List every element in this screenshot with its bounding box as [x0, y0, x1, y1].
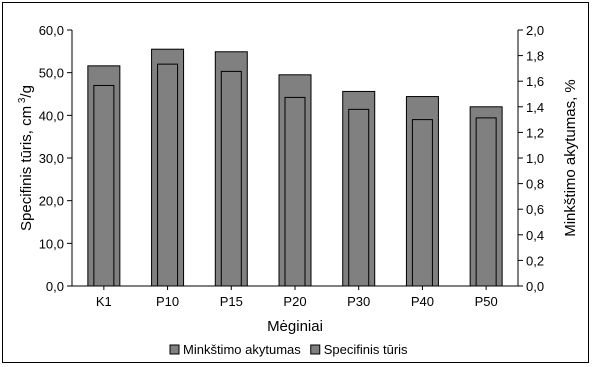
y-right-tick-label-6: 1,2	[526, 125, 544, 140]
y-right-tick-label-1: 0,2	[526, 253, 544, 268]
y-left-axis-title-end: /g	[18, 85, 35, 98]
y-right-tick-label-4: 0,8	[526, 177, 544, 192]
x-tick-label-K1: K1	[96, 294, 112, 309]
y-left-axis-title-sup: 3	[17, 97, 28, 106]
legend-swatch-0	[169, 344, 180, 355]
legend-label-0: Minkštimo akytumas	[183, 342, 301, 357]
bar-turis-K1	[93, 84, 115, 287]
y-right-tick-label-8: 1,6	[526, 74, 544, 89]
y-left-tick-label-3: 30,0	[39, 151, 64, 166]
bar-turis-P20	[284, 96, 306, 287]
x-tick-label-P40: P40	[411, 294, 434, 309]
y-right-tick-label-3: 0,6	[526, 202, 544, 217]
y-left-tick-label-2: 20,0	[39, 194, 64, 209]
legend: Minkštimo akytumas Specifinis tūris	[169, 342, 408, 357]
x-axis-title: Mėginiai	[267, 318, 323, 335]
bar-turis-P40	[411, 119, 433, 287]
y-right-axis-title: Minkštimo akytumas, %	[562, 79, 579, 237]
chart-frame	[2, 2, 589, 363]
y-left-axis-title-main: Specifinis tūris, cm	[18, 106, 35, 231]
y-left-tick-label-4: 40,0	[39, 108, 64, 123]
y-left-tick-label-1: 10,0	[39, 236, 64, 251]
bar-turis-P15	[220, 70, 242, 287]
y-left-tick-label-5: 50,0	[39, 66, 64, 81]
y-right-tick-label-5: 1,0	[526, 151, 544, 166]
legend-label-1: Specifinis tūris	[324, 342, 408, 357]
y-right-tick-label-9: 1,8	[526, 49, 544, 64]
bars-layer	[87, 48, 503, 287]
y-left-tick-label-6: 60,0	[39, 23, 64, 38]
y-right-tick-label-10: 2,0	[526, 23, 544, 38]
y-right-tick-label-7: 1,4	[526, 100, 544, 115]
axes-layer	[67, 29, 523, 290]
y-left-tick-label-0: 0,0	[46, 279, 64, 294]
y-right-tick-label-2: 0,4	[526, 228, 544, 243]
x-tick-label-P30: P30	[347, 294, 370, 309]
x-tick-label-P15: P15	[220, 294, 243, 309]
labels-layer: K1 P10 P15 P20 P30 P40 P500,010,020,030,040,05…	[17, 23, 579, 335]
legend-swatch-1	[310, 344, 321, 355]
x-tick-label-P20: P20	[283, 294, 306, 309]
y-left-axis-title: Specifinis tūris, cm 3/g	[17, 85, 35, 231]
bar-turis-P30	[348, 108, 370, 287]
x-tick-label-P50: P50	[475, 294, 498, 309]
bar-turis-P50	[475, 117, 497, 287]
x-tick-label-P10: P10	[156, 294, 179, 309]
y-right-tick-label-0: 0,0	[526, 279, 544, 294]
bar-turis-P10	[157, 63, 179, 287]
